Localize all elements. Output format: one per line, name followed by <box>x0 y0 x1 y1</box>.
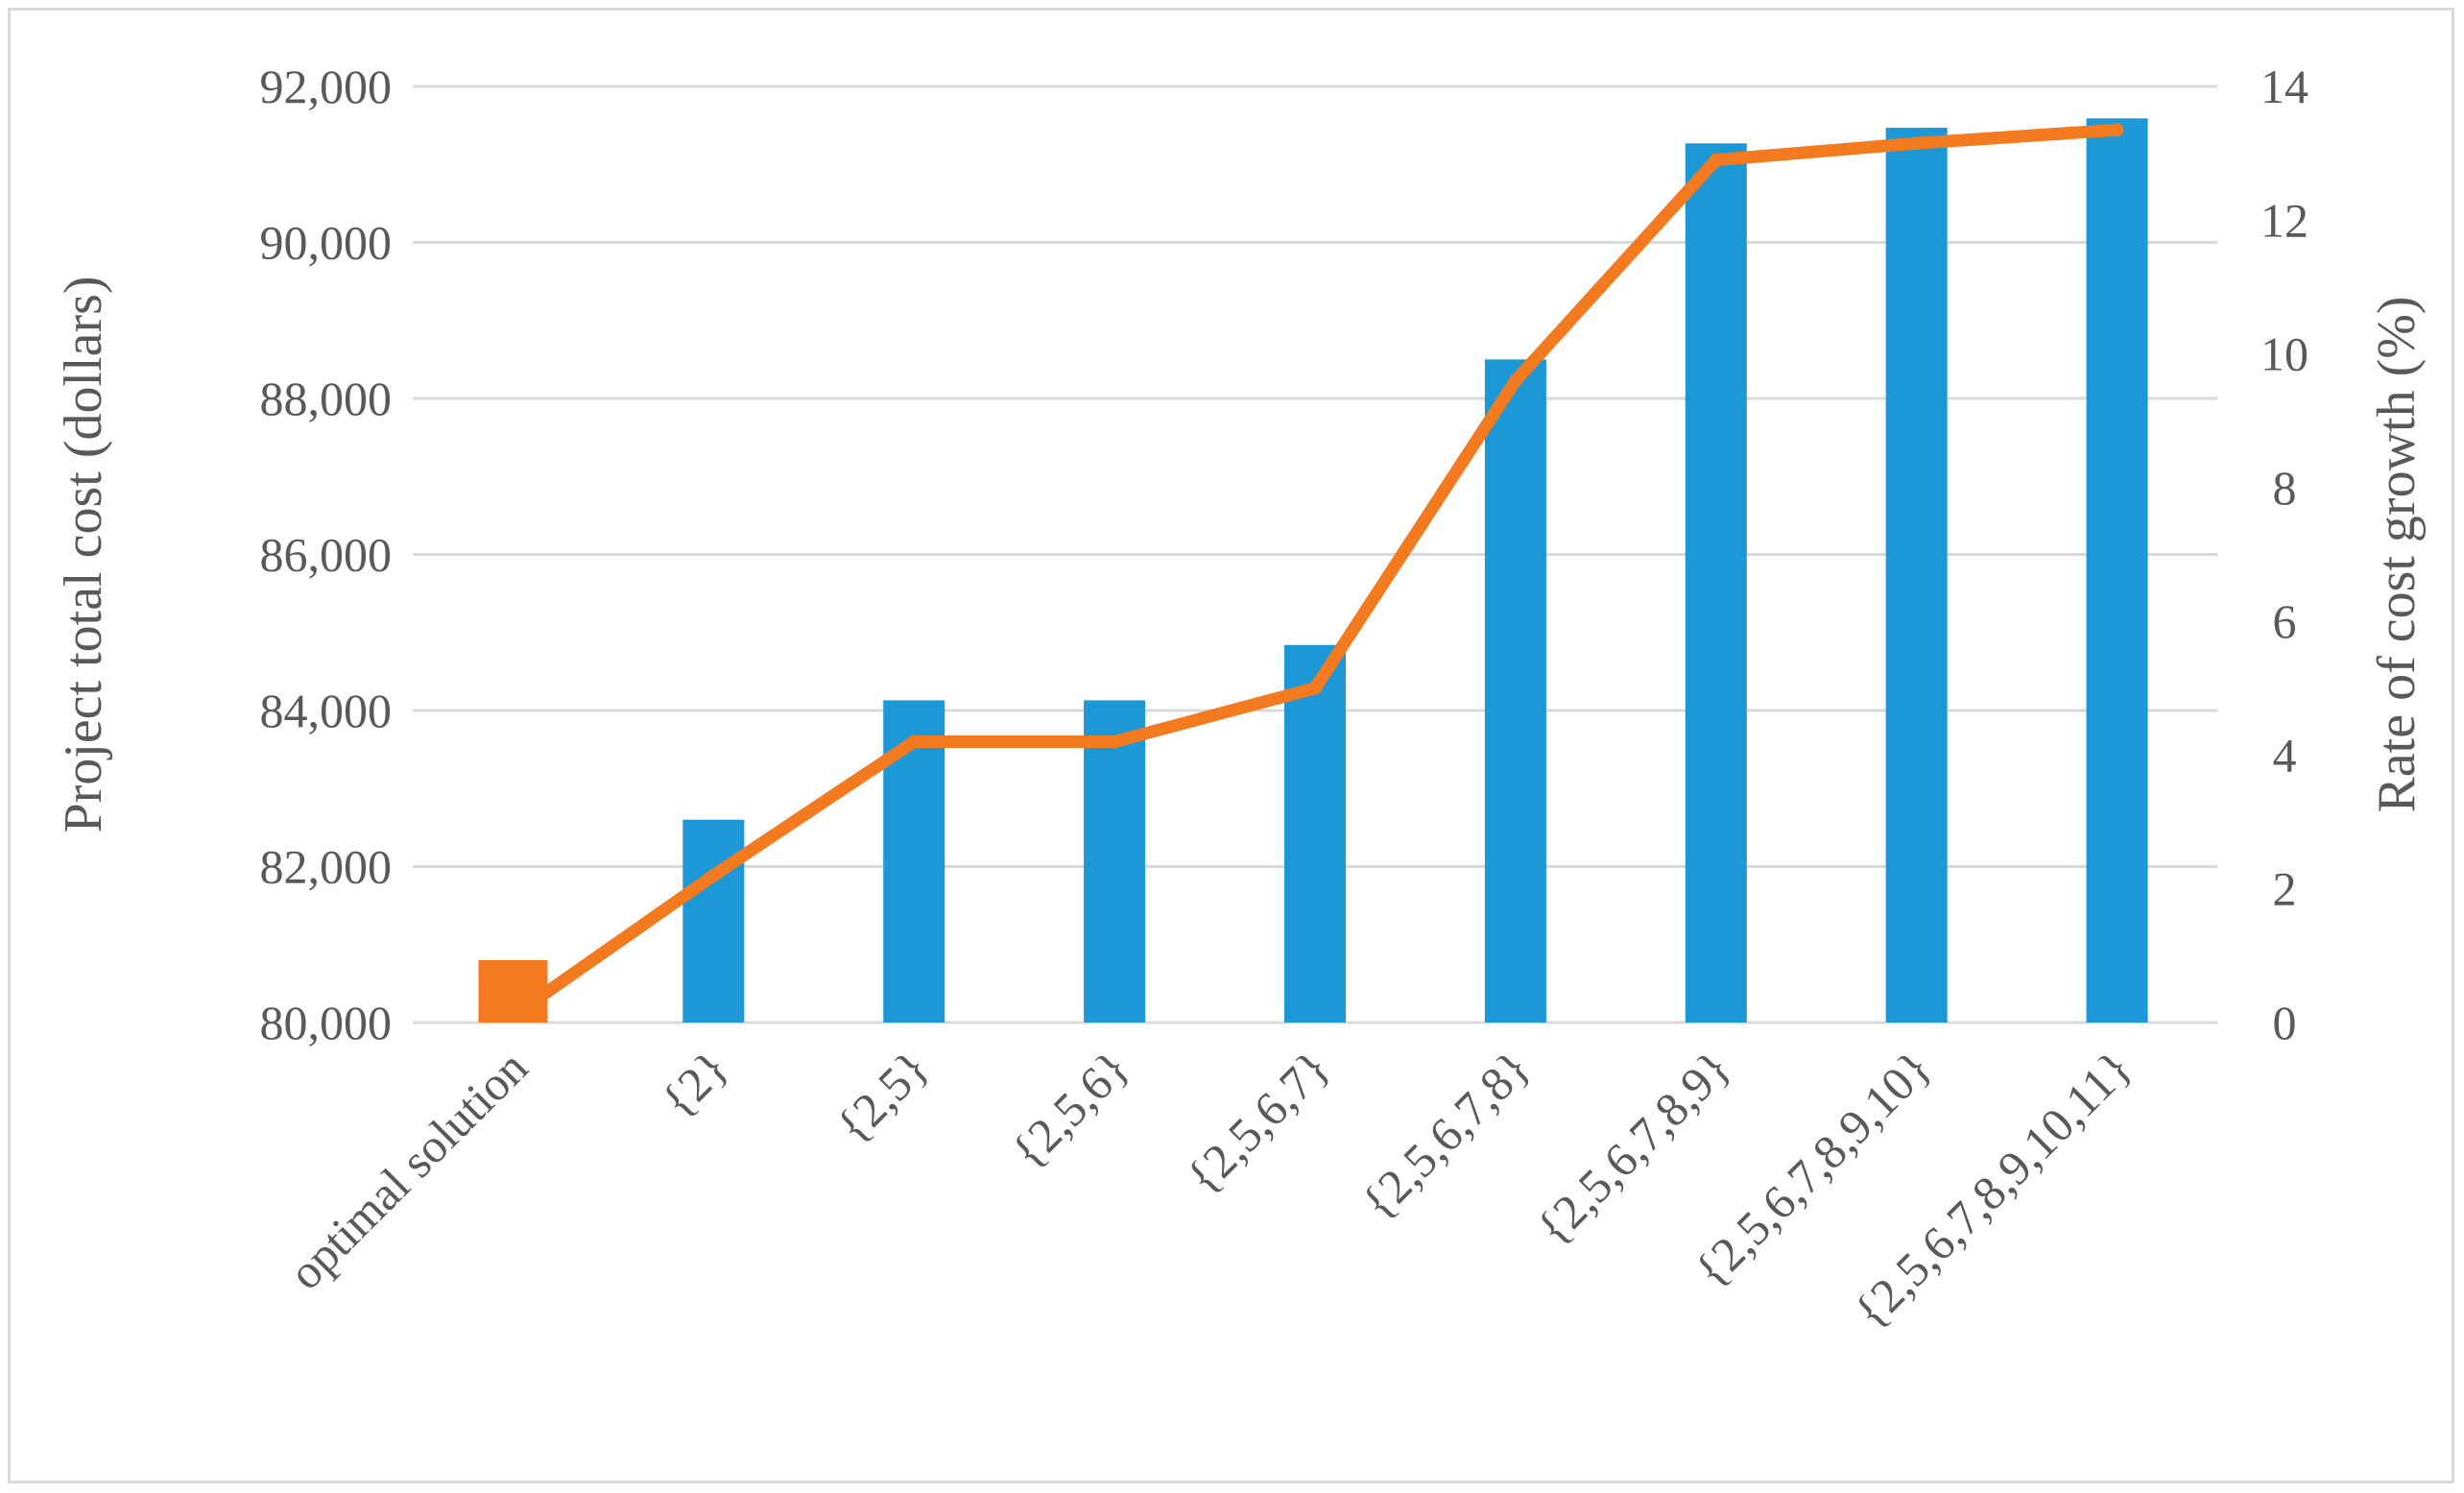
category-label: {2,5,6,7,8} <box>1351 1040 1540 1229</box>
category-label: {2,5,6,7,8,9} <box>1526 1040 1741 1255</box>
left-tick-label: 80,000 <box>260 996 393 1049</box>
left-tick-label: 90,000 <box>260 216 393 270</box>
line-point <box>1508 373 1522 388</box>
line-series <box>506 123 2124 1023</box>
right-tick-label: 12 <box>2261 193 2309 247</box>
right-tick-label: 14 <box>2261 60 2309 113</box>
right-axis-ticks: 0 2 4 6 8 10 12 14 <box>2261 60 2309 1049</box>
line-point <box>907 734 921 749</box>
left-tick-label: 84,000 <box>260 684 393 737</box>
category-label: {2,5} <box>825 1040 939 1153</box>
line-point <box>1108 734 1122 749</box>
line-point <box>1709 153 1723 167</box>
line-point <box>1909 136 1924 151</box>
category-label: {2,5,6,7} <box>1176 1040 1340 1204</box>
line-point <box>1308 681 1322 695</box>
bar <box>2086 118 2148 1023</box>
right-tick-label: 2 <box>2273 862 2297 916</box>
left-tick-label: 82,000 <box>260 840 393 894</box>
right-axis-title: Rate of cost growth (%) <box>2367 296 2427 812</box>
bar <box>1484 359 1546 1023</box>
bar <box>1685 143 1747 1023</box>
line-point <box>706 868 721 882</box>
right-tick-label: 8 <box>2273 461 2297 515</box>
left-tick-label: 88,000 <box>260 372 393 425</box>
category-label: {2,5,6} <box>1001 1040 1139 1178</box>
bar <box>1284 644 1346 1023</box>
line-point <box>2110 123 2124 137</box>
chart-frame <box>8 8 2454 1483</box>
right-tick-label: 6 <box>2273 594 2297 648</box>
left-tick-label: 86,000 <box>260 528 393 582</box>
left-axis-ticks: 80,000 82,000 84,000 86,000 88,000 90,000 92,0… <box>260 60 393 1049</box>
bar <box>682 819 745 1023</box>
left-axis-title: Project total cost (dollars) <box>54 276 113 832</box>
right-tick-label: 0 <box>2273 996 2297 1049</box>
category-label: {2} <box>651 1040 738 1127</box>
right-tick-label: 4 <box>2273 728 2297 782</box>
category-axis-labels: optimal solution {2} {2,5} {2,5,6} {2,5,6,7}… <box>278 1040 2142 1338</box>
right-tick-label: 10 <box>2261 327 2309 381</box>
category-label: optimal solution <box>278 1040 538 1299</box>
bar <box>1885 128 1948 1023</box>
line-point <box>506 1009 520 1023</box>
bar <box>1084 700 1146 1023</box>
left-tick-label: 92,000 <box>260 60 393 113</box>
bar-series <box>478 118 2148 1023</box>
